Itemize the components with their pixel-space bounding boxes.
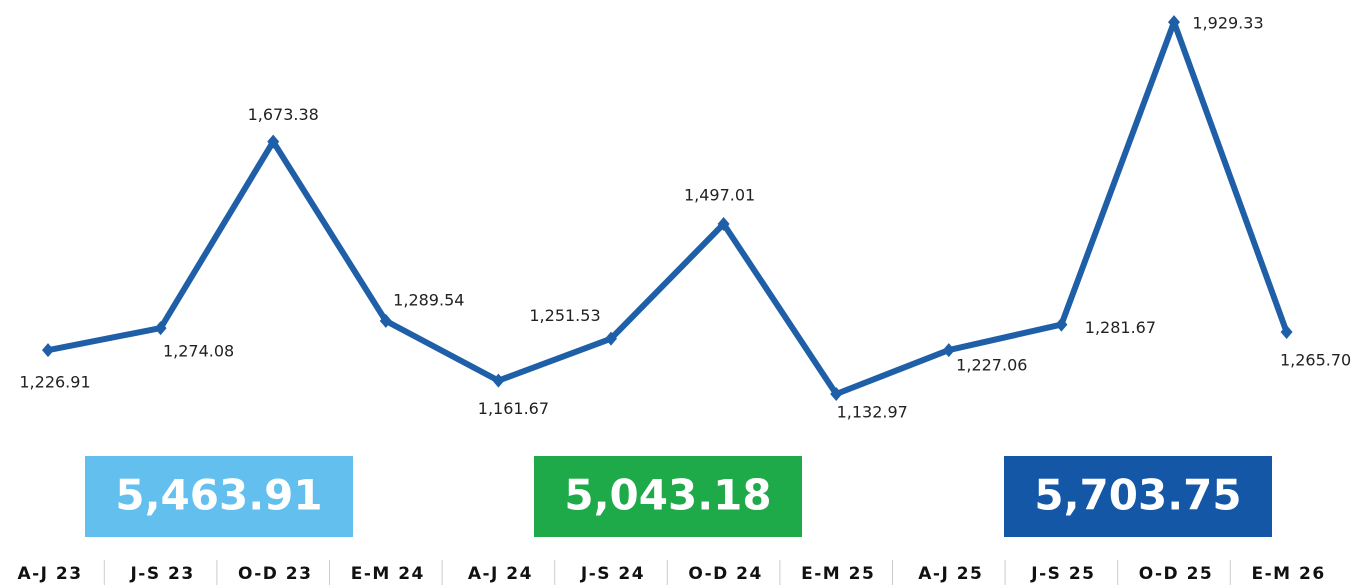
summary-box xyxy=(534,456,802,537)
summary-box xyxy=(85,456,353,537)
data-label: 1,161.67 xyxy=(478,399,549,418)
data-label: 1,227.06 xyxy=(956,356,1027,375)
marker xyxy=(942,343,955,358)
data-label: 1,274.08 xyxy=(163,342,234,361)
marker xyxy=(717,217,730,232)
marker xyxy=(492,373,505,388)
data-label: 1,497.01 xyxy=(684,186,755,205)
x-tick-label: O-D 24 xyxy=(688,564,763,584)
x-tick-label: E-M 26 xyxy=(1252,564,1326,584)
x-tick-label: J-S 23 xyxy=(129,564,194,584)
marker xyxy=(830,387,843,402)
data-label: 1,281.67 xyxy=(1085,318,1156,337)
x-tick-label: O-D 25 xyxy=(1139,564,1214,584)
data-label: 1,251.53 xyxy=(529,306,600,325)
summary-box xyxy=(1004,456,1272,537)
line xyxy=(47,19,1290,398)
data-label: 1,673.38 xyxy=(248,105,319,124)
x-tick-label: A-J 24 xyxy=(468,564,533,584)
x-tick-label: O-D 23 xyxy=(238,564,313,584)
marker xyxy=(1055,317,1068,332)
summary-value: 5,043.18 xyxy=(564,471,771,520)
marker xyxy=(1280,325,1293,340)
summary-value: 5,703.75 xyxy=(1034,471,1241,520)
x-tick-label: E-M 24 xyxy=(351,564,425,584)
summary-value: 5,463.91 xyxy=(115,471,322,520)
marker xyxy=(267,134,280,149)
data-label: 1,226.91 xyxy=(19,373,90,392)
marker xyxy=(1168,15,1180,30)
x-tick-label: A-J 23 xyxy=(17,564,82,584)
data-label: 1,929.33 xyxy=(1192,14,1263,33)
data-label: 1,132.97 xyxy=(837,403,908,422)
x-tick-label: A-J 25 xyxy=(918,564,983,584)
marker xyxy=(605,331,617,346)
data-label: 1,265.70 xyxy=(1280,351,1351,370)
marker xyxy=(379,313,392,328)
x-tick-label: E-M 25 xyxy=(801,564,875,584)
x-tick-label: J-S 24 xyxy=(580,564,645,584)
marker xyxy=(42,343,54,358)
marker xyxy=(154,321,167,336)
x-tick-label: J-S 25 xyxy=(1030,564,1095,584)
data-label: 1,289.54 xyxy=(393,290,464,309)
